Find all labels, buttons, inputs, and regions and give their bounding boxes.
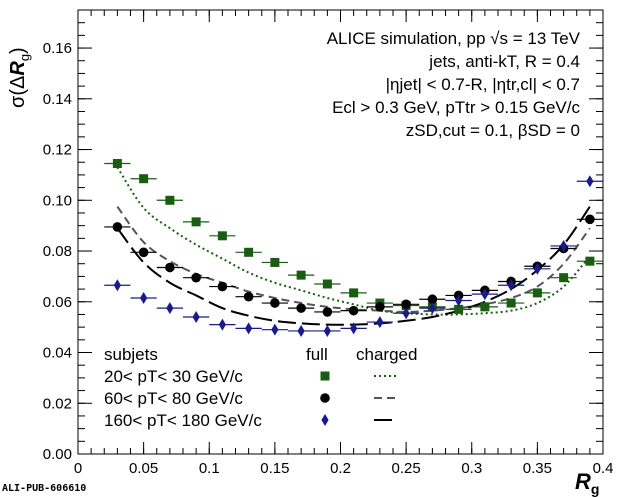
data-point-series-3 — [113, 279, 121, 292]
y-tick-label: 0.12 — [43, 142, 72, 159]
x-tick-label: 0.4 — [593, 460, 614, 477]
legend-label-2: 60< pT< 80 GeV/c — [104, 389, 243, 408]
x-tick-label: 0.05 — [129, 460, 158, 477]
data-point-series-2 — [270, 298, 280, 308]
data-point-series-2 — [427, 294, 438, 305]
y-tick-label: 0.16 — [43, 40, 72, 57]
data-point-series-3 — [140, 291, 148, 304]
legend-marker-1 — [320, 371, 330, 381]
data-point-series-1 — [244, 247, 254, 257]
y-tick-label: 0.00 — [43, 446, 72, 463]
data-point-series-3 — [245, 322, 253, 335]
data-point-series-2 — [191, 272, 201, 283]
y-tick-label: 0.04 — [43, 345, 72, 362]
charged-curves — [116, 166, 591, 326]
data-point-series-2 — [322, 307, 333, 317]
data-point-series-3 — [297, 324, 305, 337]
data-point-series-3 — [323, 324, 331, 337]
data-point-series-1 — [296, 270, 306, 280]
data-point-series-1 — [217, 231, 227, 241]
annotation-line-1: ALICE simulation, pp √s = 13 TeV — [327, 29, 581, 48]
legend: subjets full charged 20< pT< 30 GeV/c 60… — [104, 345, 417, 430]
legend-header-subjets: subjets — [104, 345, 158, 364]
data-point-series-1 — [112, 158, 122, 168]
legend-marks — [320, 371, 398, 426]
legend-label-3: 160< pT< 180 GeV/c — [104, 411, 262, 430]
data-point-series-3 — [533, 262, 541, 275]
y-axis-label: σ(ΔRg) — [7, 47, 32, 108]
data-point-series-2 — [296, 303, 306, 313]
x-axis-label: Rg — [575, 469, 599, 497]
x-tick-label: 0.35 — [523, 460, 552, 477]
annotation-line-4: Ecl > 0.3 GeV, pTtr > 0.15 GeV/c — [332, 98, 580, 117]
annotation-line-5: zSD,cut = 0.1, βSD = 0 — [406, 121, 580, 140]
data-point-series-3 — [376, 316, 384, 329]
annotation-line-2: jets, anti-kT, R = 0.4 — [428, 52, 580, 71]
data-point-series-1 — [139, 174, 149, 184]
data-point-series-1 — [270, 257, 280, 267]
legend-header-full: full — [306, 345, 328, 364]
data-point-series-1 — [559, 273, 569, 283]
data-point-series-3 — [481, 288, 489, 301]
data-point-series-3 — [428, 302, 436, 315]
data-point-series-3 — [218, 318, 226, 331]
data-point-series-1 — [585, 256, 595, 266]
legend-marker-3 — [321, 414, 329, 426]
data-point-series-3 — [192, 310, 200, 323]
x-tick-label: 0.15 — [260, 460, 289, 477]
charged-curve-1 — [116, 166, 591, 316]
data-point-series-2 — [375, 302, 385, 312]
data-point-series-2 — [348, 305, 359, 316]
data-point-series-2 — [585, 214, 595, 225]
data-point-series-1 — [191, 217, 201, 227]
axis-ticks: 0 0.05 0.1 0.15 0.2 0.25 0.3 0.35 0.4 0.00 0.02 0.0… — [43, 9, 614, 477]
data-point-series-1 — [165, 195, 175, 205]
data-point-series-3 — [455, 294, 463, 307]
annotation-block: ALICE simulation, pp √s = 13 TeV jets, a… — [327, 29, 581, 140]
full-data-points — [104, 158, 603, 337]
y-tick-label: 0.14 — [43, 91, 72, 108]
x-tick-label: 0.1 — [199, 460, 220, 477]
data-point-series-1 — [454, 304, 464, 314]
y-tick-label: 0.08 — [43, 243, 72, 260]
annotation-line-3: |ηjet| < 0.7-R, |ηtr,cl| < 0.7 — [386, 75, 580, 94]
data-point-series-1 — [480, 302, 490, 312]
data-point-series-3 — [402, 307, 410, 320]
data-point-series-3 — [350, 322, 358, 335]
data-point-series-1 — [506, 298, 516, 308]
data-point-series-1 — [532, 288, 542, 298]
y-tick-label: 0.06 — [43, 294, 72, 311]
x-tick-label: 0.2 — [330, 460, 351, 477]
data-point-series-3 — [586, 175, 594, 188]
data-point-series-3 — [166, 302, 174, 315]
data-point-series-3 — [560, 239, 568, 252]
y-tick-label: 0.02 — [43, 395, 72, 412]
data-point-series-2 — [217, 281, 228, 292]
data-point-series-1 — [322, 279, 332, 289]
data-point-series-2 — [138, 247, 149, 258]
data-point-series-2 — [165, 262, 175, 273]
y-tick-label: 0.10 — [43, 192, 72, 209]
x-tick-label: 0.3 — [461, 460, 482, 477]
legend-label-1: 20< pT< 30 GeV/c — [104, 367, 243, 386]
data-point-series-2 — [401, 299, 411, 310]
legend-header-charged: charged — [356, 345, 417, 364]
data-point-series-2 — [112, 222, 123, 232]
x-tick-label: 0.25 — [392, 460, 421, 477]
publication-id: ALI-PUB-606610 — [2, 483, 87, 494]
legend-marker-2 — [320, 393, 330, 403]
data-point-series-3 — [271, 323, 279, 336]
x-tick-label: 0 — [74, 460, 82, 477]
data-point-series-2 — [243, 291, 254, 302]
data-point-series-1 — [349, 288, 359, 298]
data-point-series-3 — [507, 279, 515, 292]
